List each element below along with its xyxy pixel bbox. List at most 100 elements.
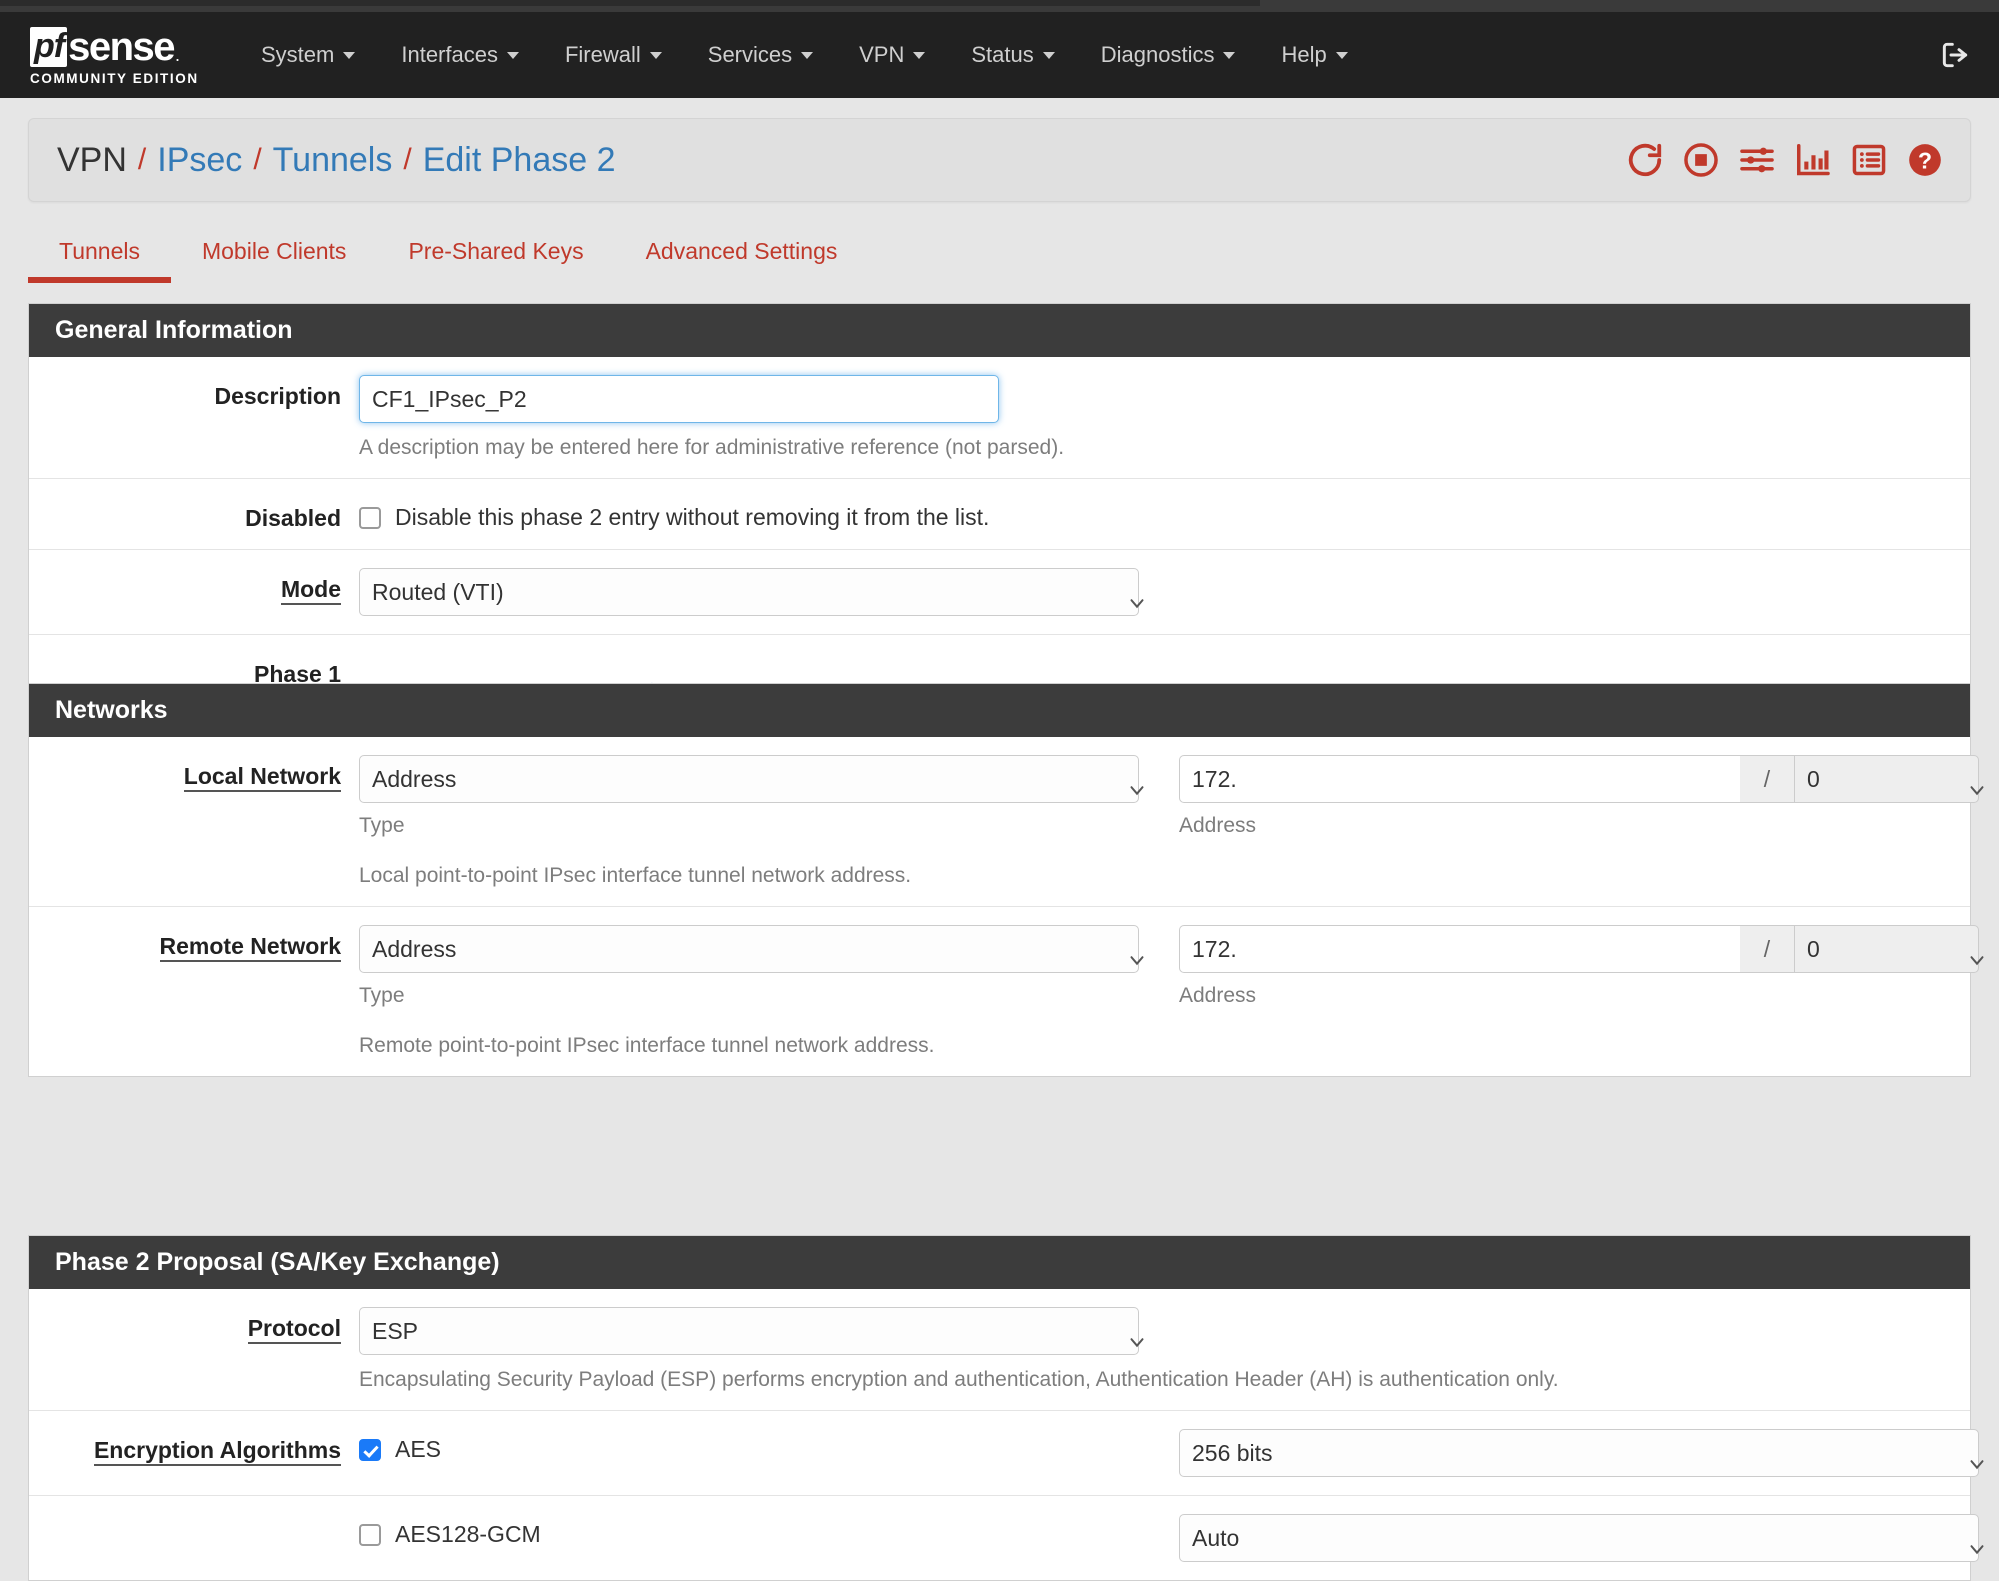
brand-sense-text: sense <box>68 24 175 69</box>
breadcrumb-item-tunnels[interactable]: Tunnels <box>272 140 393 179</box>
networks-panel: Networks Local Network Address Type <box>28 683 1984 1077</box>
row-mode: Mode Routed (VTI) <box>29 549 1970 634</box>
logout-icon[interactable] <box>1939 39 1971 71</box>
breadcrumb-separator: / <box>403 143 412 176</box>
chevron-down-icon <box>649 51 662 59</box>
breadcrumb-item-ipsec[interactable]: IPsec <box>157 140 243 179</box>
encryption-aes-keylen-select[interactable]: 256 bits <box>1179 1429 1984 1477</box>
remote-network-address-inputgroup: / 0 <box>1179 925 1984 973</box>
nav-item-status[interactable]: Status <box>948 12 1077 98</box>
protocol-select[interactable]: ESP <box>359 1307 1144 1355</box>
encryption-aes128gcm-keylen-group: Auto <box>1179 1514 1984 1562</box>
nav-item-vpn[interactable]: VPN <box>836 12 948 98</box>
row-encryption-aes128gcm: AES128-GCM Auto <box>29 1495 1984 1580</box>
stop-icon[interactable] <box>1682 141 1720 179</box>
encryption-algorithms-label: Encryption Algorithms <box>29 1411 359 1495</box>
disabled-checkbox[interactable] <box>359 506 381 529</box>
phase2-proposal-panel: Phase 2 Proposal (SA/Key Exchange) Proto… <box>28 1235 1984 1581</box>
networks-heading: Networks <box>29 684 1970 737</box>
encryption-aes128gcm-checkbox[interactable] <box>359 1523 381 1546</box>
local-network-prefix-select[interactable]: 0 <box>1794 755 1984 803</box>
nav-item-help[interactable]: Help <box>1258 12 1370 98</box>
remote-network-type-help: Type <box>359 984 405 1007</box>
disabled-checkbox-line: Disable this phase 2 entry without remov… <box>359 497 1970 531</box>
description-input[interactable] <box>359 375 999 423</box>
local-network-type-select[interactable]: Address <box>359 755 1144 803</box>
nav-item-firewall[interactable]: Firewall <box>542 12 685 98</box>
protocol-label: Protocol <box>29 1289 359 1410</box>
description-body: A description may be entered here for ad… <box>359 357 1970 478</box>
navbar-menu: System Interfaces Firewall Services VPN … <box>238 12 1999 98</box>
remote-network-type-group: Address Type <box>359 925 1144 1008</box>
local-network-controls: Address Type / 0 <box>359 755 1984 838</box>
brand-pf-mark: pf <box>30 26 68 67</box>
list-icon[interactable] <box>1850 141 1888 179</box>
local-network-address-help: Address <box>1179 814 1257 837</box>
local-network-address-inputgroup: / 0 <box>1179 755 1984 803</box>
protocol-body: ESP Encapsulating Security Payload (ESP)… <box>359 1289 1970 1410</box>
sliders-icon[interactable] <box>1738 141 1776 179</box>
pfsense-logo[interactable]: pf sense . COMMUNITY EDITION <box>30 25 202 86</box>
local-network-prefix-value: 0 <box>1807 765 1820 792</box>
local-network-type-value: Address <box>372 765 457 792</box>
breadcrumb-separator: / <box>253 143 262 176</box>
tab-pre-shared-keys-label: Pre-Shared Keys <box>408 238 584 264</box>
local-network-type-help: Type <box>359 814 405 837</box>
window-top-strip-inner <box>0 0 1260 6</box>
encryption-aes-keylen-group: 256 bits <box>1179 1429 1984 1477</box>
remote-network-help: Remote point-to-point IPsec interface tu… <box>359 1034 935 1057</box>
tab-advanced-settings[interactable]: Advanced Settings <box>615 228 869 283</box>
local-network-slash: / <box>1740 755 1794 803</box>
encryption-aes-body: AES 256 bits <box>359 1411 1984 1495</box>
encryption-aes-keylen-value: 256 bits <box>1192 1439 1273 1466</box>
restart-icon[interactable] <box>1626 141 1664 179</box>
chevron-down-icon <box>506 51 519 59</box>
breadcrumb: VPN / IPsec / Tunnels / Edit Phase 2 <box>57 141 616 180</box>
disabled-body: Disable this phase 2 entry without remov… <box>359 479 1970 549</box>
row-remote-network: Remote Network Address Type <box>29 906 1984 1076</box>
main-navbar: pf sense . COMMUNITY EDITION System Inte… <box>0 12 1999 98</box>
row-description: Description A description may be entered… <box>29 357 1970 478</box>
encryption-aes128gcm-label: AES128-GCM <box>395 1521 541 1547</box>
tab-tunnels[interactable]: Tunnels <box>28 228 171 283</box>
phase1-label: Phase 1 <box>254 661 341 687</box>
nav-item-diagnostics[interactable]: Diagnostics <box>1078 12 1259 98</box>
remote-network-type-value: Address <box>372 935 457 962</box>
protocol-select-value: ESP <box>372 1317 419 1344</box>
help-icon[interactable]: ? <box>1906 141 1944 179</box>
encryption-aes-checkbox-group: AES <box>359 1429 1139 1463</box>
breadcrumb-item-edit-phase-2[interactable]: Edit Phase 2 <box>422 140 616 179</box>
chevron-down-icon <box>1042 51 1055 59</box>
row-disabled: Disabled Disable this phase 2 entry with… <box>29 478 1970 549</box>
local-network-type-group: Address Type <box>359 755 1144 838</box>
tab-advanced-settings-label: Advanced Settings <box>645 238 838 264</box>
encryption-aes128gcm-checkbox-group: AES128-GCM <box>359 1514 1139 1548</box>
remote-network-address-group: / 0 Address <box>1179 925 1984 1008</box>
tab-mobile-clients-label: Mobile Clients <box>201 238 347 264</box>
breadcrumb-panel: VPN / IPsec / Tunnels / Edit Phase 2 <box>28 118 1971 202</box>
nav-item-firewall-label: Firewall <box>564 42 641 67</box>
nav-item-diagnostics-label: Diagnostics <box>1100 42 1215 67</box>
tab-mobile-clients[interactable]: Mobile Clients <box>171 228 377 283</box>
nav-item-services[interactable]: Services <box>685 12 836 98</box>
phase2-proposal-heading: Phase 2 Proposal (SA/Key Exchange) <box>29 1236 1970 1289</box>
remote-network-address-input[interactable] <box>1179 925 1740 973</box>
mode-label: Mode <box>29 550 359 634</box>
tab-pre-shared-keys[interactable]: Pre-Shared Keys <box>377 228 614 283</box>
tab-tunnels-label: Tunnels <box>59 238 140 264</box>
brand-registered-mark: . <box>175 44 181 65</box>
nav-item-vpn-label: VPN <box>859 42 905 67</box>
remote-network-prefix-select[interactable]: 0 <box>1794 925 1984 973</box>
mode-select[interactable]: Routed (VTI) <box>359 568 1144 616</box>
description-help: A description may be entered here for ad… <box>359 436 1065 459</box>
local-network-address-input[interactable] <box>1179 755 1740 803</box>
brand-subtitle: COMMUNITY EDITION <box>30 70 199 86</box>
encryption-aes128gcm-keylen-select[interactable]: Auto <box>1179 1514 1984 1562</box>
svg-text:?: ? <box>1918 148 1932 174</box>
remote-network-type-select[interactable]: Address <box>359 925 1144 973</box>
encryption-aes-checkbox[interactable] <box>359 1438 381 1461</box>
chart-icon[interactable] <box>1794 141 1832 179</box>
nav-item-interfaces[interactable]: Interfaces <box>378 12 542 98</box>
nav-item-system[interactable]: System <box>238 12 378 98</box>
remote-network-label: Remote Network <box>29 907 359 1076</box>
